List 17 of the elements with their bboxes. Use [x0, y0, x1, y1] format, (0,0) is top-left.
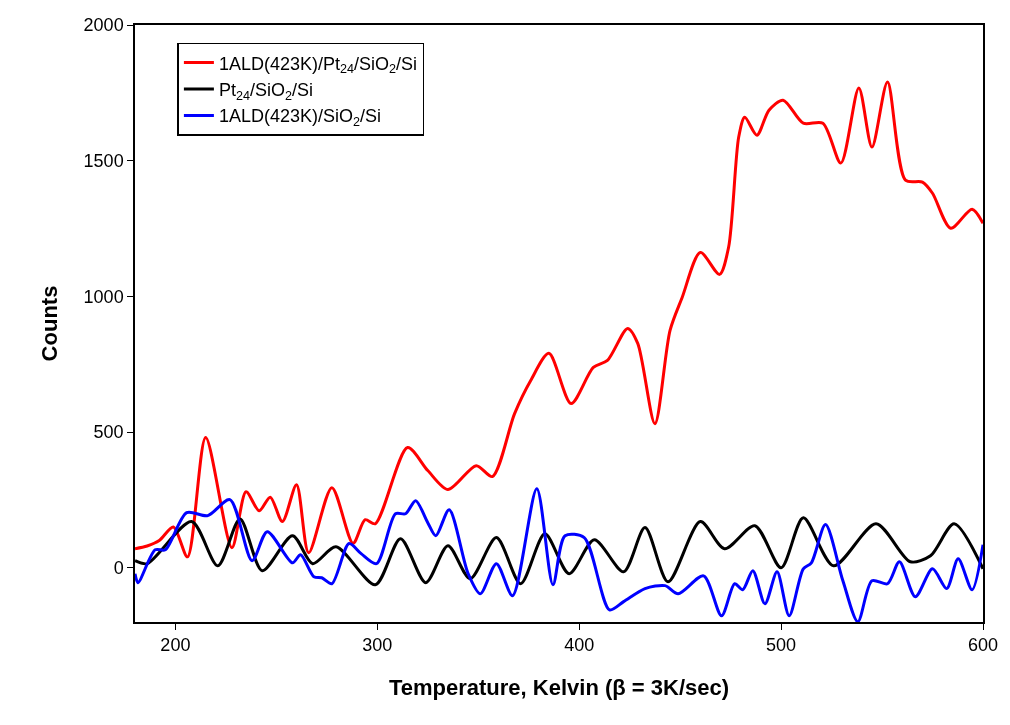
- x-tick-label: 400: [564, 635, 595, 656]
- x-tick-label: 300: [362, 635, 393, 656]
- legend-label: 1ALD(423K)/SiO$_{2}$/Si: [218, 106, 381, 130]
- legend-label: 1ALD(423K)/Pt$_{24}$/SiO$_{2}$/Si: [218, 53, 418, 77]
- line-series: [135, 80, 983, 559]
- y-tick-label: 2000: [83, 15, 124, 36]
- y-tick-label: 1500: [83, 150, 124, 171]
- x-axis-title: Temperature, Kelvin (β = 3K/sec): [388, 674, 730, 700]
- y-tick-label: 500: [93, 422, 124, 443]
- y-axis-title: Counts: [36, 285, 62, 362]
- x-tick-label: 600: [967, 635, 999, 656]
- y-tick-label: 1000: [83, 286, 124, 307]
- line-series: [135, 487, 983, 622]
- x-tick-label: 200: [160, 635, 191, 656]
- x-tick-label: 500: [766, 635, 797, 656]
- legend-label: Pt$_{24}$/SiO$_{2}$/Si: [218, 80, 313, 103]
- y-tick-label: 0: [113, 558, 124, 579]
